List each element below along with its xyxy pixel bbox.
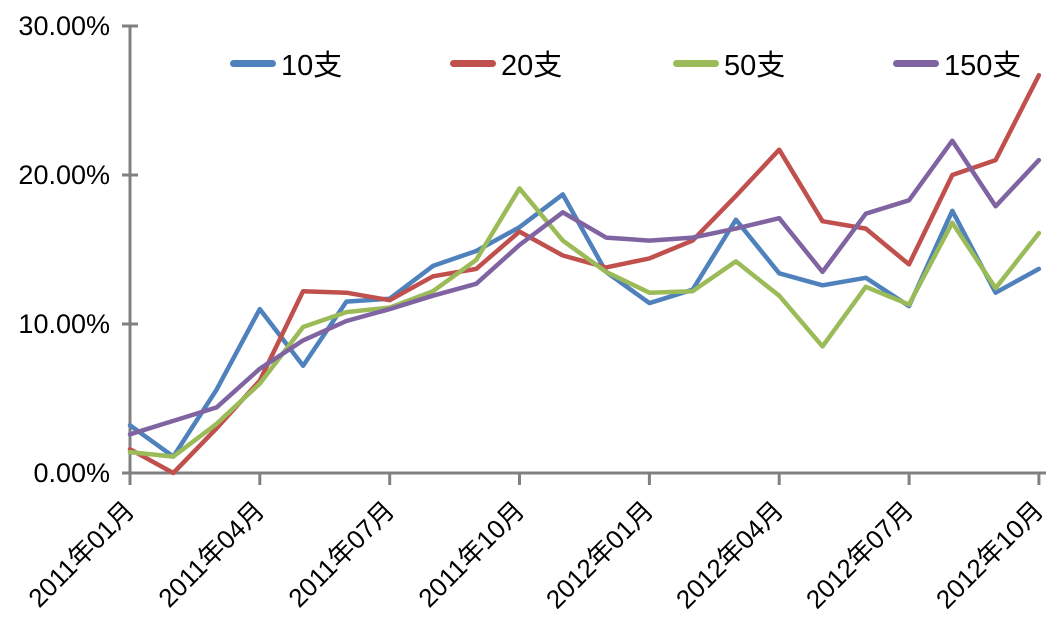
legend-item-150: 150支 <box>893 49 1021 82</box>
series-line-10支 <box>127 192 1042 459</box>
y-axis-labels: 0.00% 10.00% 20.00% 30.00% <box>18 11 110 488</box>
legend-label-20: 20支 <box>501 49 562 82</box>
legend-label-10: 10支 <box>281 49 342 82</box>
y-tick-label-10: 10.00% <box>18 309 110 339</box>
series-lines <box>127 72 1042 476</box>
x-tick-label-6: 2012年07月 <box>800 495 919 614</box>
y-tick-label-30: 30.00% <box>18 11 110 41</box>
x-axis-labels: 2011年01月 2011年04月 2011年07月 2011年10月 2012… <box>22 495 1049 614</box>
y-tick-label-20: 20.00% <box>18 160 110 190</box>
x-tick-label-3: 2011年10月 <box>412 495 530 613</box>
legend-swatch-20 <box>450 60 496 67</box>
y-tick-label-0: 0.00% <box>33 458 110 488</box>
legend-label-150: 150支 <box>944 49 1021 82</box>
x-tick-label-4: 2012年01月 <box>540 495 659 614</box>
x-tick-label-5: 2012年04月 <box>670 495 789 614</box>
legend-item-10: 10支 <box>230 49 342 82</box>
legend-swatch-150 <box>893 60 939 67</box>
legend: 10支 20支 50支 150支 <box>230 49 1021 82</box>
x-tick-label-1: 2011年04月 <box>152 495 270 613</box>
series-line-20支 <box>127 72 1042 476</box>
legend-item-50: 50支 <box>673 49 785 82</box>
legend-item-20: 20支 <box>450 49 562 82</box>
legend-label-50: 50支 <box>724 49 785 82</box>
series-line-150支 <box>127 138 1042 437</box>
legend-swatch-50 <box>673 60 719 67</box>
x-tick-label-2: 2011年07月 <box>282 495 400 613</box>
legend-swatch-10 <box>230 60 276 67</box>
x-tick-label-0: 2011年01月 <box>22 495 140 613</box>
x-tick-label-7: 2012年10月 <box>930 495 1049 614</box>
axes <box>122 24 1046 485</box>
